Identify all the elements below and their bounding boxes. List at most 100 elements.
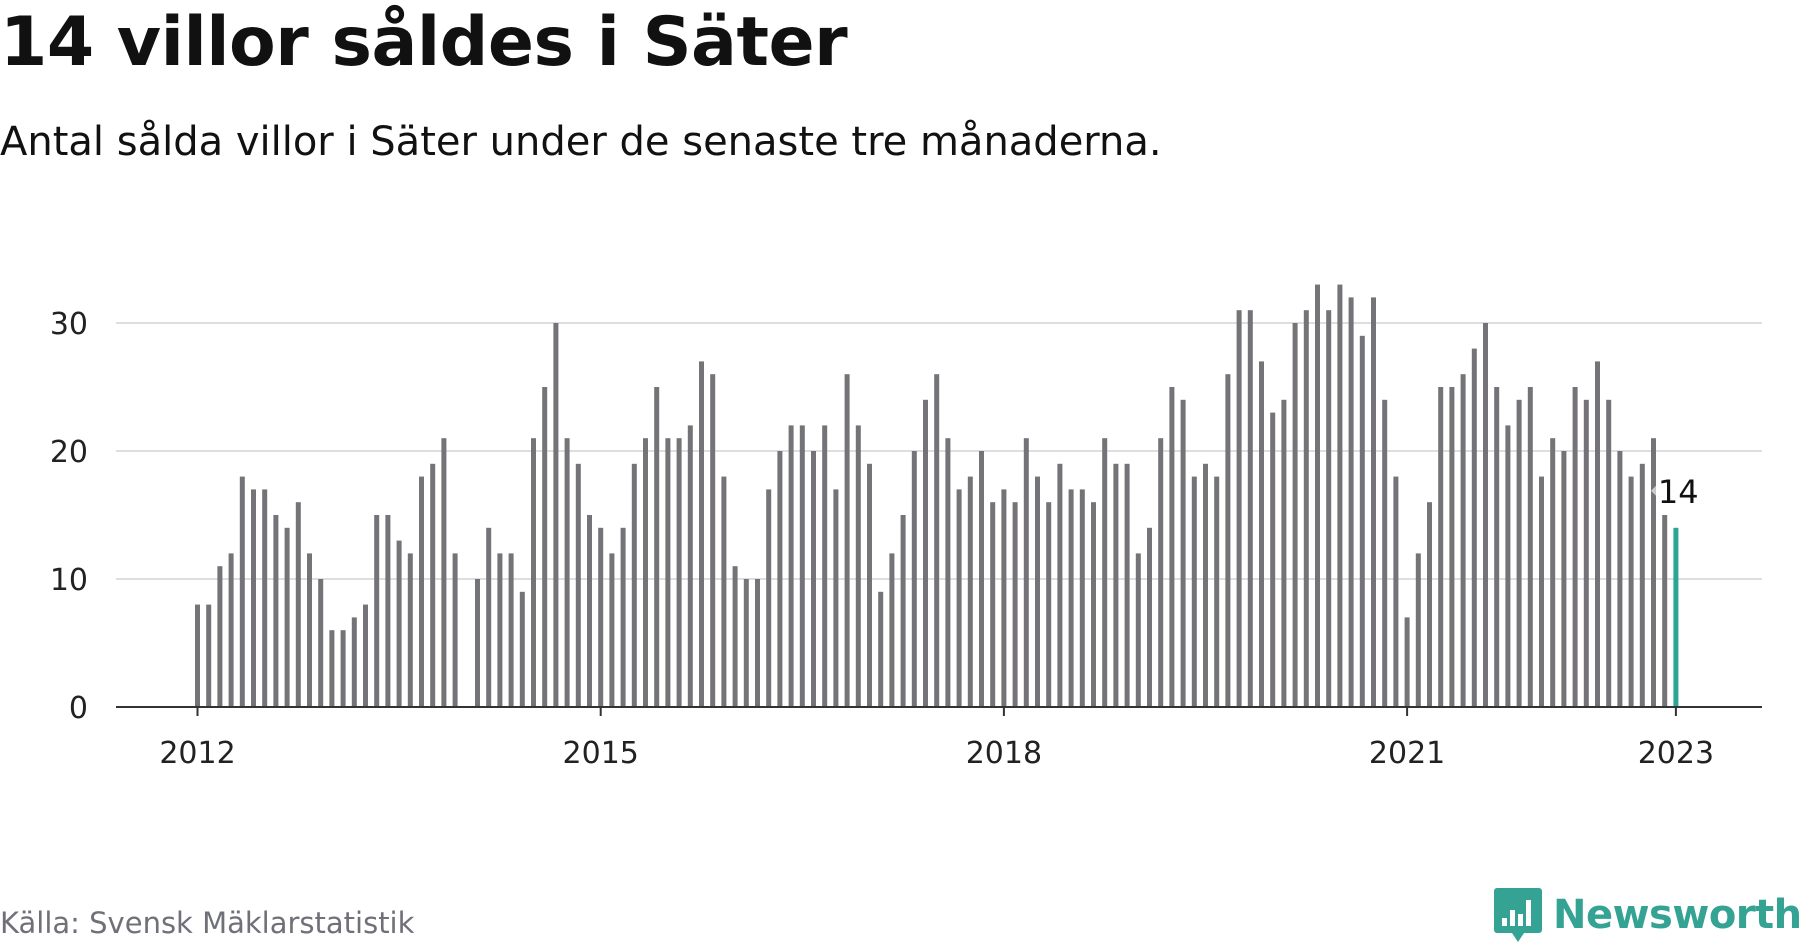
- bar: [1169, 387, 1175, 707]
- x-tick-label: 2012: [159, 736, 235, 771]
- y-tick-label: 20: [50, 435, 88, 470]
- bar: [788, 425, 794, 707]
- bar: [721, 476, 727, 707]
- bar: [1651, 438, 1656, 707]
- bar: [1572, 387, 1578, 707]
- bar: [631, 463, 637, 707]
- bar: [620, 527, 626, 707]
- bar: [1449, 387, 1455, 707]
- bars: [195, 284, 1679, 707]
- bar: [1303, 310, 1309, 707]
- bar: [1539, 476, 1544, 707]
- bar: [1595, 361, 1600, 707]
- bar: [654, 387, 660, 707]
- bar: [1606, 399, 1612, 707]
- bar: [1348, 297, 1354, 707]
- bar: [687, 425, 693, 707]
- bar: [295, 502, 301, 707]
- bar: [228, 553, 234, 707]
- bar: [217, 566, 223, 707]
- bar: [340, 630, 346, 707]
- bar: [923, 399, 928, 707]
- bar: [1113, 463, 1119, 707]
- bar: [1628, 476, 1634, 707]
- bar: [1617, 451, 1623, 707]
- bar: [1550, 438, 1556, 707]
- axes: [116, 706, 1762, 716]
- bar: [262, 489, 268, 707]
- bar: [575, 463, 581, 707]
- bar: [1337, 284, 1343, 707]
- bar: [1315, 284, 1320, 707]
- bar: [1460, 374, 1466, 707]
- chart-subtitle: Antal sålda villor i Säter under de sena…: [0, 119, 1162, 165]
- bar: [363, 604, 368, 707]
- bar: [1214, 476, 1220, 707]
- bar: [934, 374, 940, 707]
- y-tick-label: 10: [50, 563, 88, 598]
- bar: [1158, 438, 1164, 707]
- bar: [508, 553, 514, 707]
- bar: [1023, 438, 1029, 707]
- bar: [1427, 502, 1432, 707]
- bar: [441, 438, 447, 707]
- bar: [833, 489, 839, 707]
- bar: [531, 438, 536, 707]
- bar: [1035, 476, 1040, 707]
- bar: [643, 438, 648, 707]
- bar: [710, 374, 716, 707]
- annotation-pointer: [1650, 485, 1656, 496]
- bar: [486, 527, 492, 707]
- bar: [1583, 399, 1589, 707]
- bar: [1438, 387, 1444, 707]
- bar: [799, 425, 805, 707]
- bar: [878, 591, 884, 707]
- bar: [1371, 297, 1376, 707]
- bar: [1068, 489, 1074, 707]
- chart-title: 14 villor såldes i Säter: [0, 3, 848, 82]
- bar: [374, 515, 380, 707]
- bar: [1203, 463, 1208, 707]
- bar: [1281, 399, 1287, 707]
- bar: [1180, 399, 1186, 707]
- bar: [1259, 361, 1264, 707]
- newsworthy-logo-icon: [1494, 888, 1542, 942]
- bar: [1292, 323, 1298, 707]
- bar: [1494, 387, 1500, 707]
- bar: [1527, 387, 1533, 707]
- brand-name: Newsworthy: [1553, 892, 1800, 938]
- bar: [900, 515, 906, 707]
- bar: [811, 451, 816, 707]
- bar: [396, 540, 402, 707]
- bar: [1393, 476, 1399, 707]
- bar: [732, 566, 738, 707]
- bar: [251, 489, 256, 707]
- bar: [407, 553, 413, 707]
- bar: [1102, 438, 1108, 707]
- bar: [1079, 489, 1085, 707]
- bar: [1639, 463, 1645, 707]
- bar: [1236, 310, 1242, 707]
- brand-logo[interactable]: Newsworthy: [1493, 886, 1800, 944]
- bar: [598, 527, 604, 707]
- bar: [1662, 515, 1668, 707]
- bar: [1483, 323, 1488, 707]
- x-tick-label: 2015: [563, 736, 639, 771]
- bar: [676, 438, 682, 707]
- bar: [1147, 527, 1152, 707]
- bar: [911, 451, 917, 707]
- bar: [1404, 617, 1410, 707]
- y-tick-label: 30: [50, 307, 88, 342]
- bar: [609, 553, 615, 707]
- bar: [1057, 463, 1063, 707]
- bar: [1012, 502, 1018, 707]
- bar: [206, 604, 212, 707]
- x-tick-label: 2021: [1369, 736, 1445, 771]
- bar: [430, 463, 436, 707]
- bar: [956, 489, 962, 707]
- bar: [385, 515, 391, 707]
- bar: [307, 553, 312, 707]
- bar: [889, 553, 895, 707]
- bar: [475, 579, 480, 707]
- bar: [766, 489, 772, 707]
